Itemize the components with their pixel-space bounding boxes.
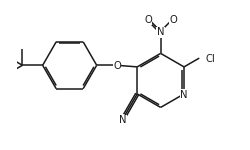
Text: N: N bbox=[180, 90, 187, 100]
Text: O: O bbox=[113, 61, 120, 71]
Text: Cl: Cl bbox=[204, 54, 214, 64]
Text: N: N bbox=[118, 115, 126, 125]
Text: O: O bbox=[169, 15, 176, 25]
Text: N: N bbox=[156, 27, 164, 37]
Text: O: O bbox=[144, 15, 151, 25]
